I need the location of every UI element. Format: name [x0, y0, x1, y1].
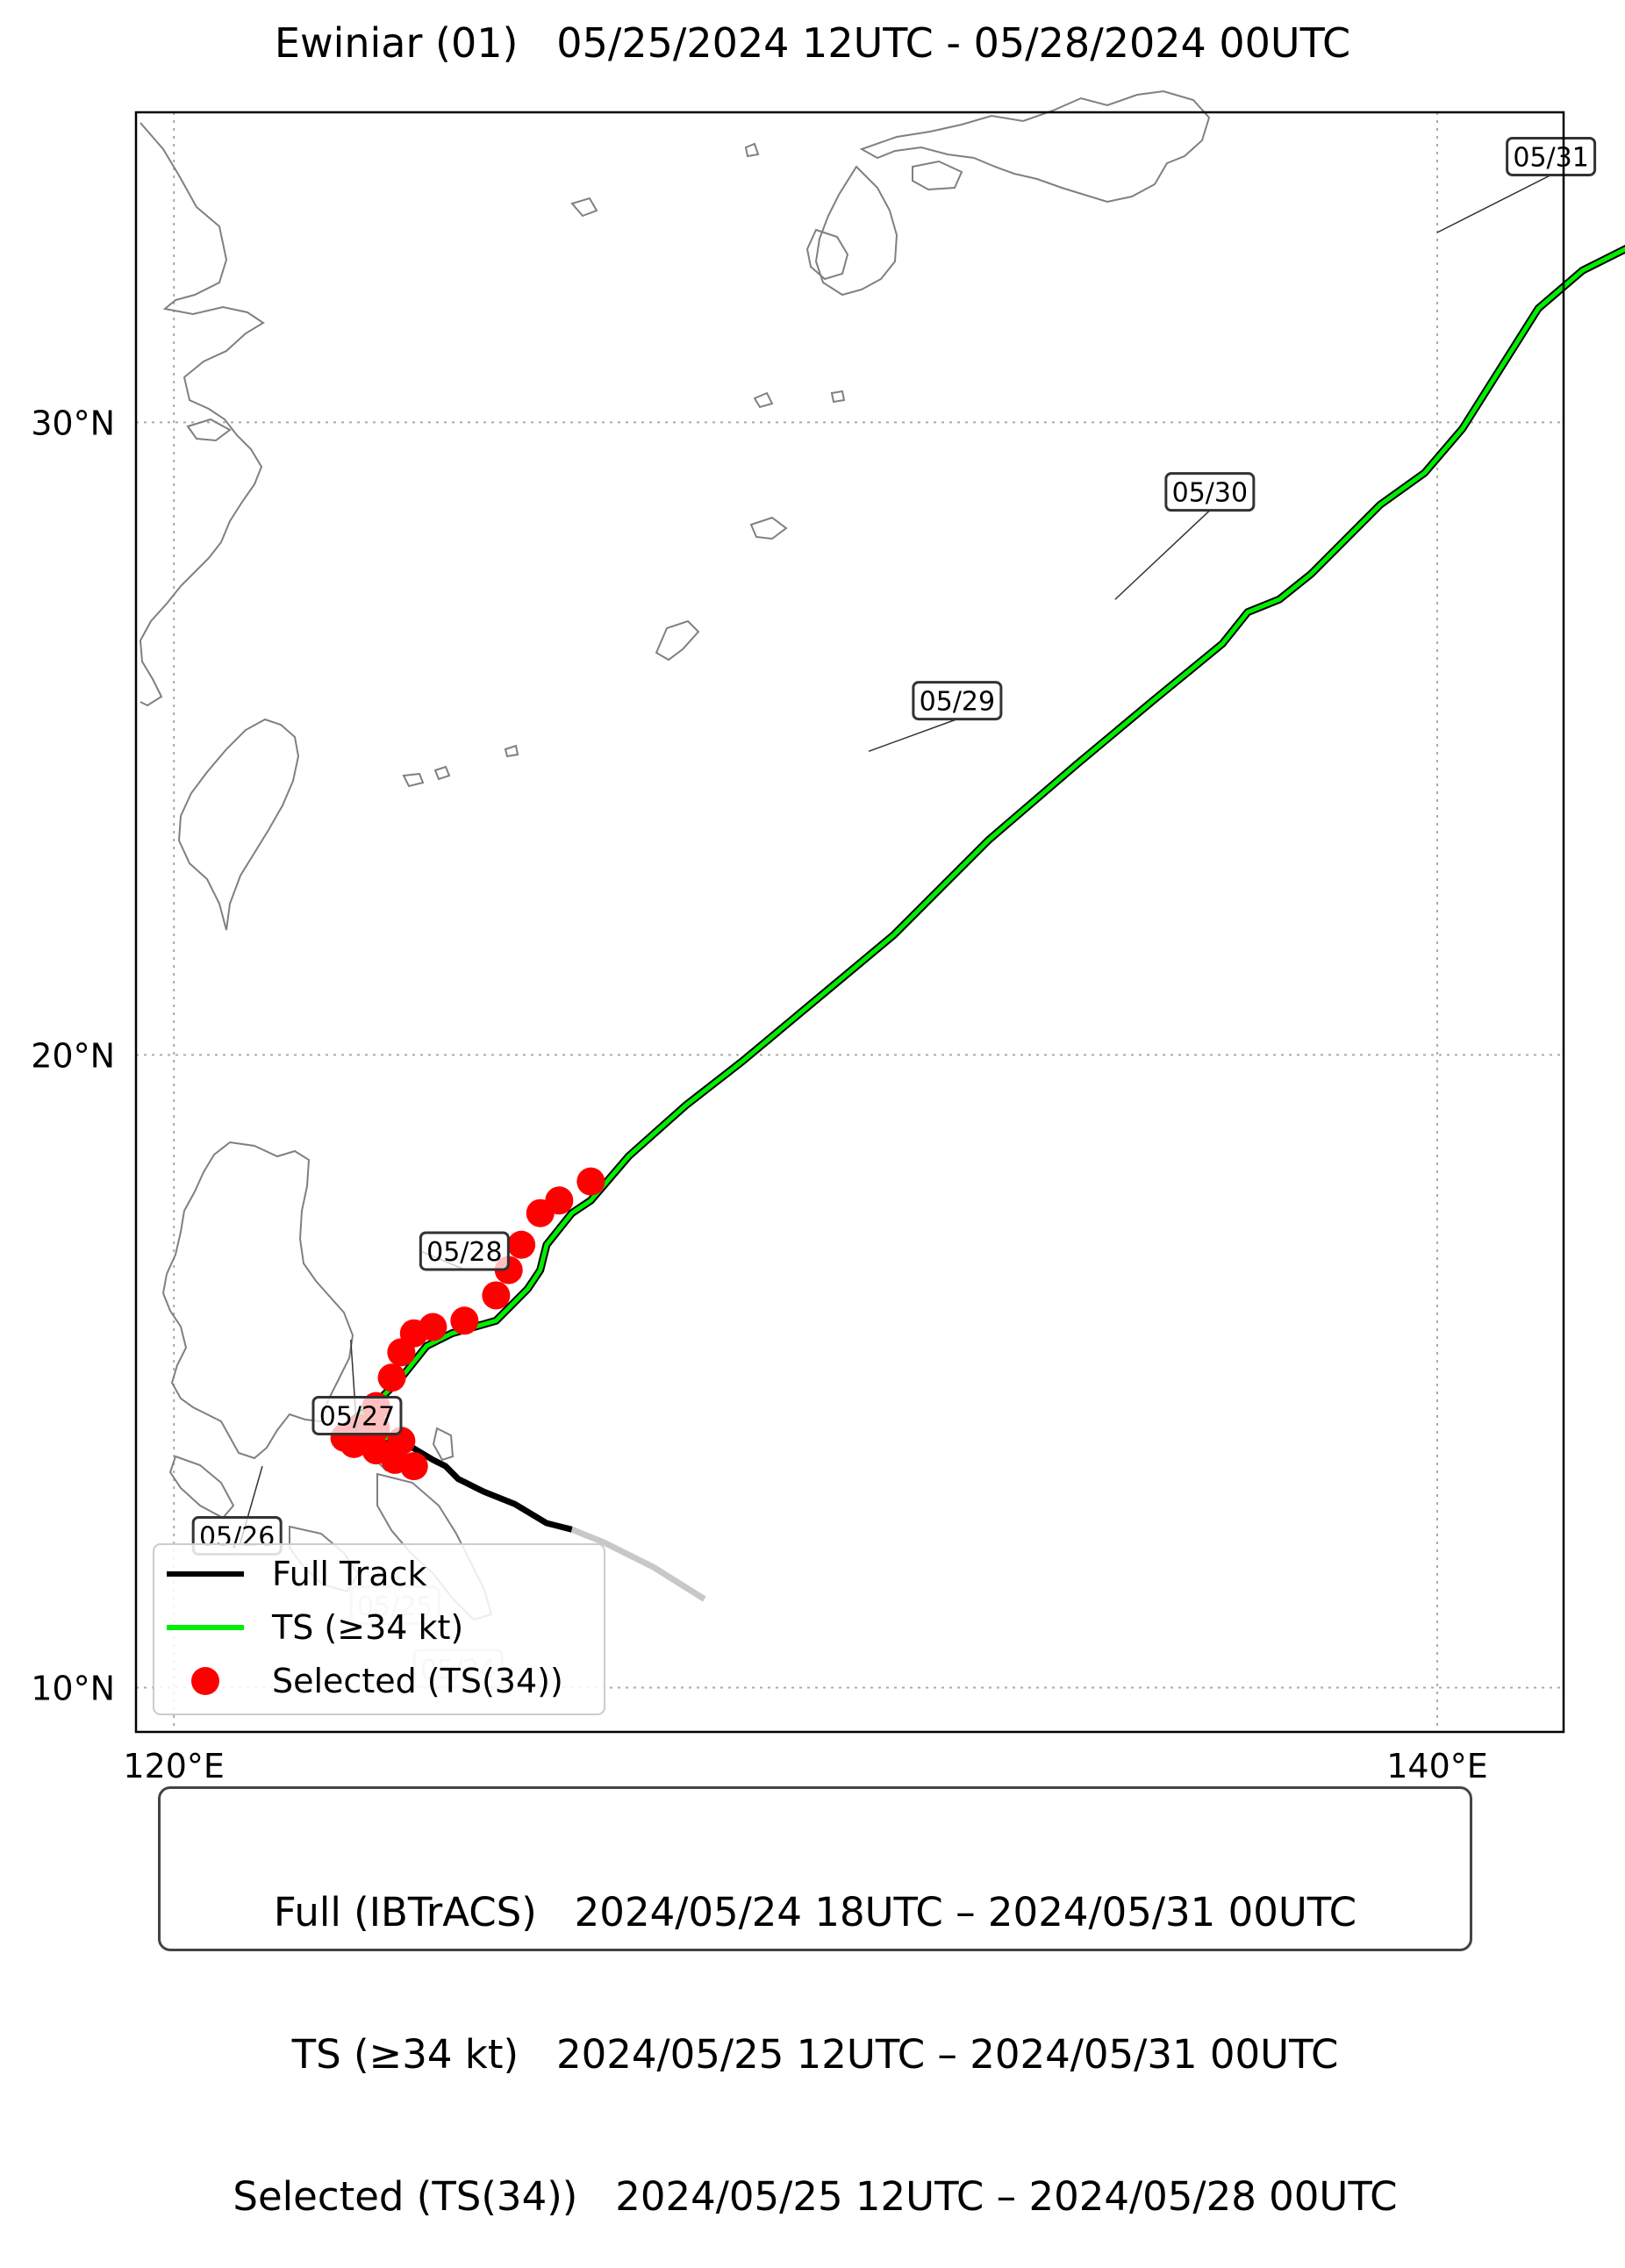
graticule	[136, 112, 1564, 1732]
legend-entry-label: TS (≥34 kt)	[271, 1608, 463, 1647]
lat-tick-label: 20°N	[31, 1036, 115, 1075]
figure-title: Ewiniar (01) 05/25/2024 12UTC - 05/28/20…	[274, 19, 1351, 67]
full-track-faint	[570, 1527, 706, 1602]
date-label-leader	[1114, 510, 1211, 600]
date-label-leader	[868, 718, 958, 753]
summary-selected-line: Selected (TS(34)) 2024/05/25 12UTC – 202…	[233, 2173, 1398, 2220]
date-label-text: 05/29	[920, 687, 995, 718]
legend-box	[153, 1543, 605, 1715]
coastline-luzon	[161, 1141, 354, 1460]
date-label-box	[419, 1231, 510, 1271]
legend-entry-label: Selected (TS(34))	[272, 1662, 563, 1700]
selected-point-marker	[545, 1186, 574, 1215]
date-label-leader	[1436, 174, 1551, 233]
period-summary-box: Full (IBTrACS) 2024/05/24 18UTC – 2024/0…	[158, 1786, 1472, 2220]
selected-point-marker	[399, 1452, 428, 1481]
legend-entry-label: Full Track	[272, 1555, 427, 1593]
selected-point-marker	[419, 1313, 447, 1341]
legend: Full Track TS (≥34 kt) Selected (TS(34))	[153, 1543, 605, 1715]
coastline-taiwan	[177, 718, 300, 931]
date-label-text: 05/30	[1172, 478, 1248, 509]
ts-track-line	[335, 247, 1625, 1443]
coastline-korea	[814, 165, 898, 297]
map-frame	[134, 111, 1565, 1734]
selected-point-marker	[576, 1167, 605, 1196]
coastline-islets-north	[570, 142, 846, 409]
coastline-ryukyu-amami	[749, 516, 788, 540]
date-label-text: 05/27	[319, 1401, 395, 1432]
summary-full-line: Full (IBTrACS) 2024/05/24 18UTC – 2024/0…	[273, 1889, 1357, 1935]
axis-ticks: 30°N 20°N 10°N 120°E 140°E	[31, 404, 1488, 1785]
date-label-box	[1164, 472, 1256, 512]
date-label-box	[1506, 136, 1597, 176]
lat-tick-label: 30°N	[31, 404, 115, 442]
legend-selected-swatch	[191, 1667, 219, 1695]
coastline-china	[139, 122, 265, 707]
coastline-okinawa	[655, 619, 700, 662]
coastline-kyushu	[805, 228, 849, 281]
date-label-box	[912, 681, 1003, 721]
summary-ts-line: TS (≥34 kt) 2024/05/25 12UTC – 2024/05/3…	[291, 2031, 1339, 2078]
date-label-text: 05/28	[426, 1237, 502, 1268]
selected-point-marker	[507, 1230, 536, 1259]
coastline-catanduanes	[432, 1427, 455, 1462]
selected-point-marker	[377, 1363, 406, 1392]
selected-point-marker	[482, 1281, 511, 1310]
selected-point-marker	[450, 1306, 479, 1335]
ts-track-outline	[333, 245, 1625, 1445]
track-map: 05/3105/3005/2905/2805/2705/2605/2505/24…	[31, 89, 1625, 1785]
storm-track	[330, 245, 1625, 1602]
coastline-shikoku	[912, 160, 963, 191]
lon-tick-label: 120°E	[123, 1747, 225, 1785]
coastline-china-bay	[186, 418, 232, 442]
coastline-sakishima	[402, 744, 519, 788]
coastlines	[139, 89, 1211, 1621]
full-track-line	[399, 1438, 573, 1533]
lat-tick-label: 10°N	[31, 1670, 115, 1708]
coastline-mindoro	[168, 1455, 235, 1520]
coastline-honshu	[859, 89, 1211, 204]
lon-tick-label: 140°E	[1386, 1747, 1488, 1785]
date-label-box	[311, 1395, 403, 1435]
date-label-text: 05/31	[1513, 142, 1588, 173]
selected-point-marker	[340, 1429, 369, 1458]
